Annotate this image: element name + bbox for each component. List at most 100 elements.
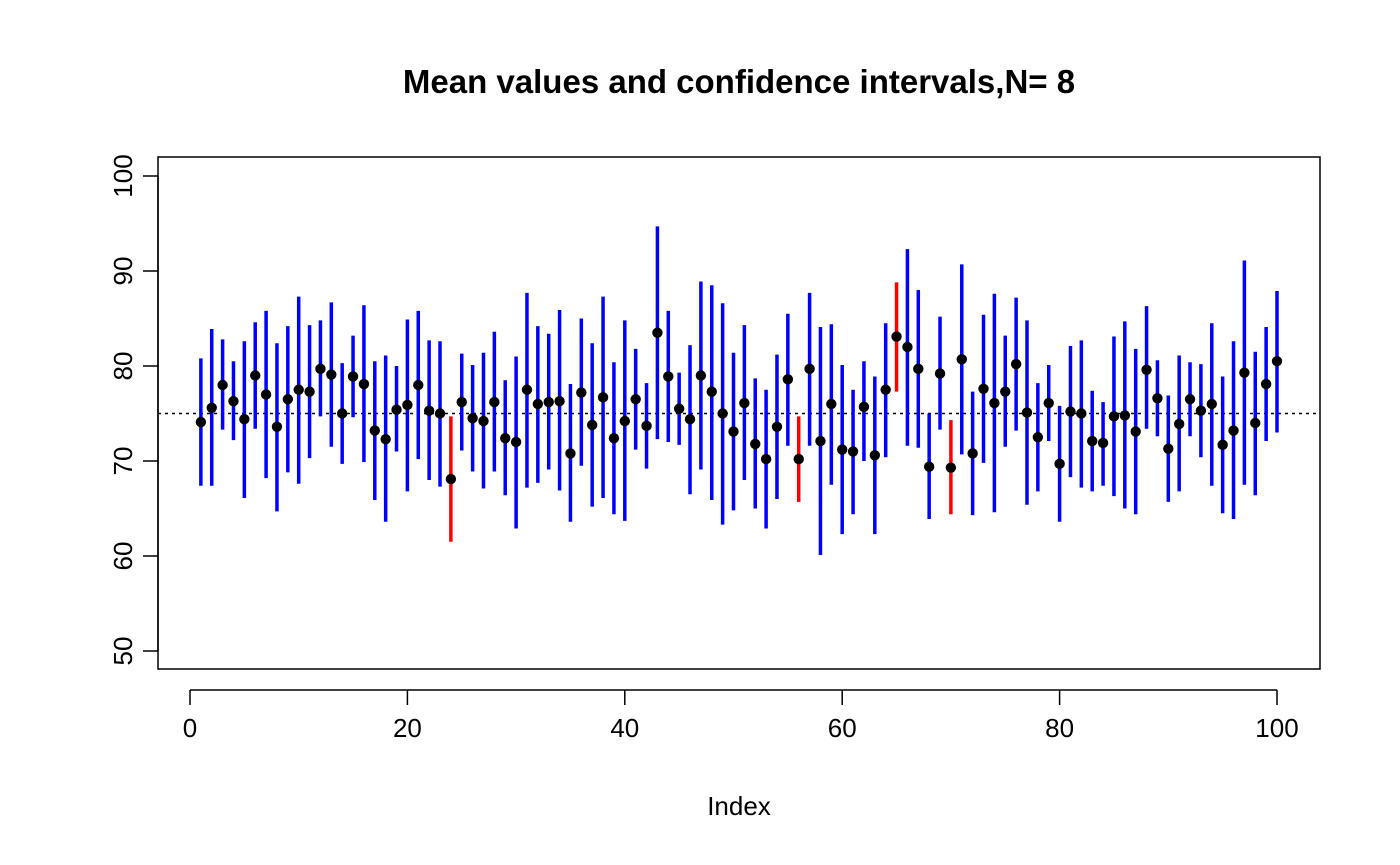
mean-point — [608, 433, 620, 444]
y-tick-label: 80 — [108, 352, 138, 381]
mean-point — [304, 386, 315, 397]
mean-point — [336, 408, 348, 419]
mean-point — [1271, 356, 1283, 367]
mean-point — [923, 461, 935, 472]
mean-point — [902, 341, 913, 353]
mean-point — [1141, 364, 1152, 375]
mean-point — [271, 421, 283, 432]
mean-point — [413, 379, 424, 391]
mean-point — [619, 415, 630, 427]
mean-point — [228, 395, 239, 407]
mean-point — [380, 433, 391, 445]
y-tick-label: 50 — [108, 637, 138, 666]
mean-point — [739, 397, 750, 409]
mean-point — [673, 403, 685, 414]
mean-point — [1010, 358, 1022, 370]
mean-point — [1021, 407, 1033, 418]
mean-point — [1239, 367, 1250, 378]
mean-point — [1043, 397, 1054, 409]
mean-point — [1228, 425, 1239, 436]
mean-point — [1032, 432, 1044, 443]
mean-point — [880, 384, 891, 395]
mean-point — [1087, 435, 1098, 447]
mean-point — [641, 420, 652, 432]
mean-point — [369, 425, 380, 436]
mean-point — [684, 414, 696, 425]
mean-point — [750, 438, 761, 450]
mean-point — [706, 386, 717, 397]
mean-point — [1000, 386, 1011, 397]
mean-point — [326, 369, 337, 380]
mean-point — [282, 394, 294, 405]
x-tick-label: 60 — [828, 713, 857, 743]
mean-point — [478, 415, 489, 427]
mean-point — [1260, 378, 1272, 390]
x-tick-label: 40 — [610, 713, 639, 743]
y-tick-label: 100 — [108, 154, 138, 197]
mean-point — [489, 396, 500, 408]
mean-point — [195, 416, 207, 428]
mean-point — [1097, 437, 1109, 449]
y-tick-label: 70 — [108, 447, 138, 476]
mean-point — [445, 473, 457, 485]
mean-point — [1184, 394, 1196, 405]
mean-point — [1163, 443, 1174, 454]
mean-point — [1054, 458, 1065, 470]
mean-point — [1206, 398, 1217, 410]
y-tick-label: 60 — [108, 542, 138, 571]
mean-point — [695, 370, 707, 381]
mean-point — [826, 398, 837, 410]
mean-point — [456, 396, 467, 408]
mean-point — [532, 398, 544, 410]
mean-point — [913, 363, 924, 375]
mean-point — [206, 402, 217, 413]
mean-point — [391, 404, 402, 415]
mean-point — [293, 384, 304, 395]
mean-point — [717, 408, 728, 419]
mean-point — [869, 450, 881, 461]
mean-point — [500, 433, 511, 444]
mean-point — [934, 368, 946, 379]
mean-point — [652, 327, 663, 338]
mean-point — [793, 453, 804, 465]
plot-area: 50 60 70 80 90 100 0 20 40 60 80 100 — [108, 154, 1321, 743]
mean-point — [597, 392, 609, 403]
mean-point — [956, 354, 967, 365]
mean-point — [837, 444, 848, 455]
mean-point — [815, 435, 826, 447]
mean-point — [239, 414, 250, 425]
mean-point — [847, 446, 859, 457]
mean-point — [1119, 410, 1131, 421]
mean-point — [1250, 417, 1261, 429]
mean-point — [565, 448, 576, 459]
mean-point — [760, 453, 772, 465]
x-tick-label: 80 — [1045, 713, 1074, 743]
mean-point — [554, 395, 565, 407]
mean-point — [663, 371, 674, 382]
y-tick-label: 90 — [108, 257, 138, 286]
mean-point — [347, 371, 359, 382]
mean-point — [586, 419, 598, 431]
mean-point — [250, 370, 261, 381]
mean-point — [967, 448, 978, 459]
mean-point — [891, 331, 902, 342]
mean-point — [467, 413, 478, 424]
mean-point — [402, 399, 413, 411]
mean-point — [1130, 426, 1141, 437]
mean-point — [423, 405, 435, 416]
mean-point — [358, 378, 370, 390]
mean-point — [1195, 405, 1207, 416]
mean-point — [315, 363, 326, 375]
mean-point — [630, 394, 641, 405]
mean-point — [1076, 408, 1087, 419]
mean-point — [1152, 393, 1163, 404]
mean-point — [1108, 411, 1120, 422]
mean-point — [260, 389, 272, 400]
mean-point — [1217, 439, 1228, 451]
x-tick-label: 20 — [393, 713, 422, 743]
mean-point — [771, 421, 783, 432]
x-tick-label: 0 — [183, 713, 197, 743]
chart-title: Mean values and confidence intervals,N= … — [403, 63, 1075, 100]
mean-point — [576, 387, 587, 398]
